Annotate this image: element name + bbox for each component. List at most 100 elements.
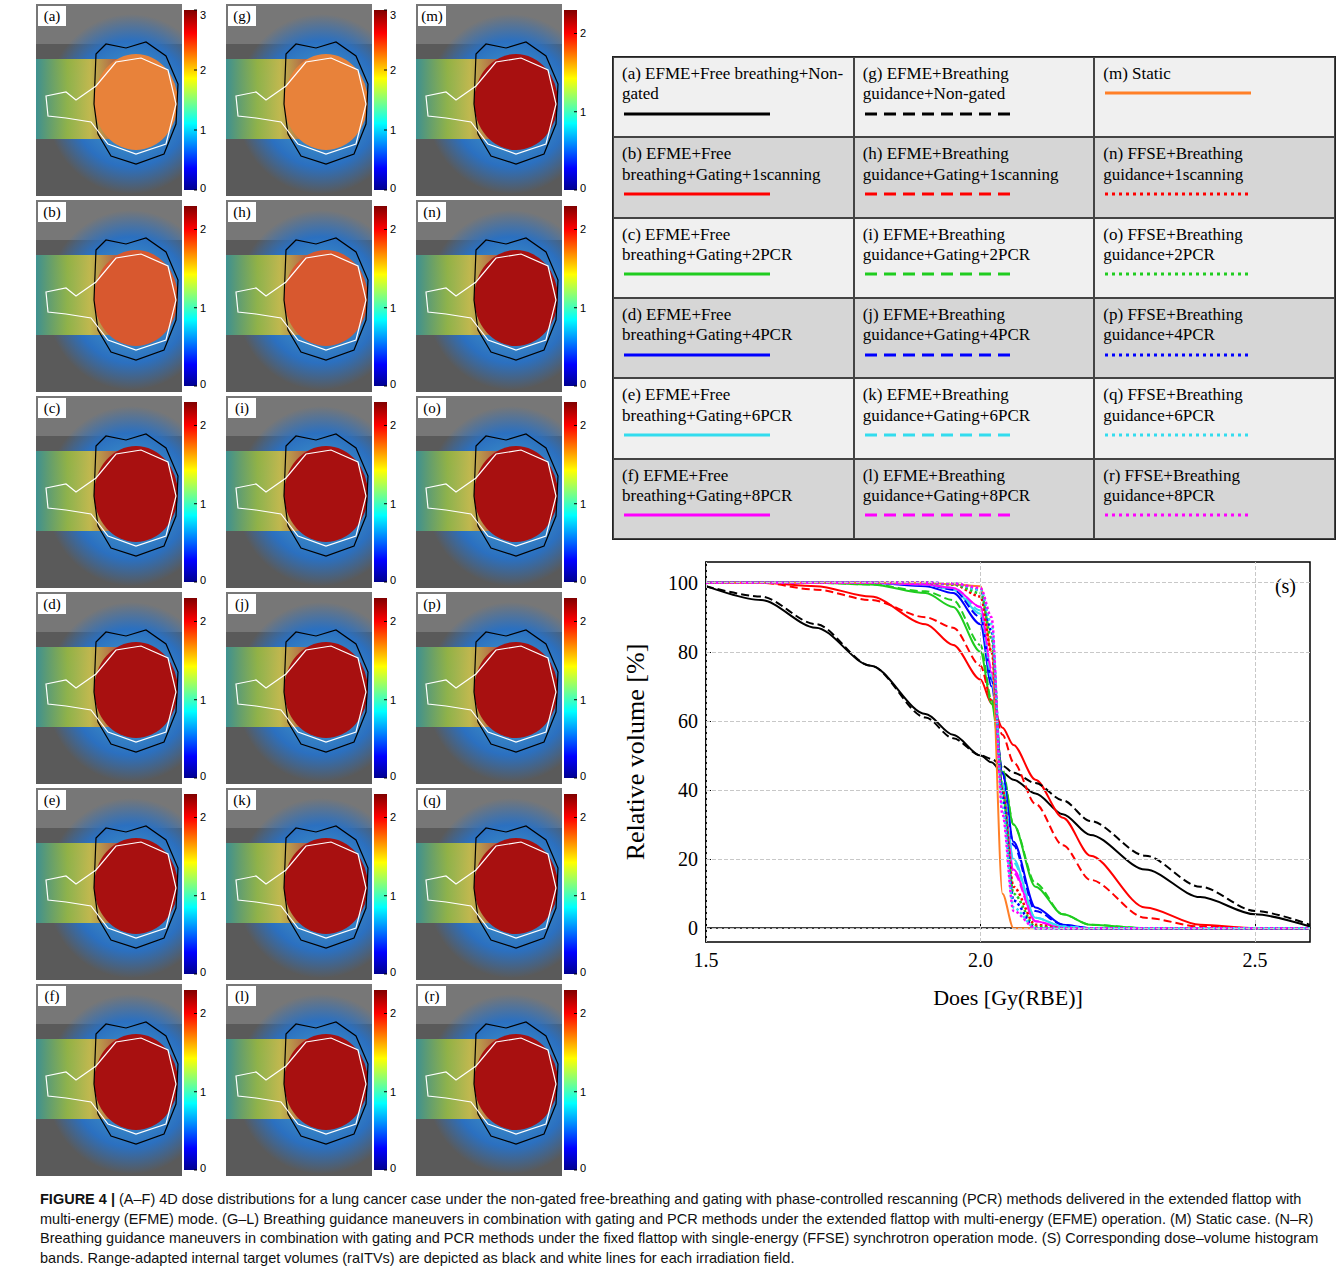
html-text:(p) FFSE+Breathing guidance+4P: (p) FFSE+Breathing guidance+4PCR (1103, 305, 1243, 345)
html-text:(h) EFME+Breathing guidance+Ga: (h) EFME+Breathing guidance+Gating+1scan… (862, 144, 1059, 184)
svg-text:0: 0 (200, 1162, 206, 1174)
svg-text:0: 0 (580, 1162, 586, 1174)
svg-text:0: 0 (390, 378, 396, 390)
svg-text:20: 20 (678, 848, 698, 870)
svg-text:1: 1 (200, 694, 206, 706)
svg-text:1: 1 (390, 1086, 396, 1098)
svg-text:(b): (b) (43, 204, 61, 221)
svg-text:0: 0 (200, 966, 206, 978)
svg-text:2: 2 (580, 615, 586, 627)
html-text:(e) EFME+Free breathing+Gating: (e) EFME+Free breathing+Gating+6PCR (622, 385, 793, 425)
svg-text:Does [Gy(RBE)]: Does [Gy(RBE)] (933, 985, 1083, 1010)
svg-text:1: 1 (200, 124, 206, 136)
svg-text:2: 2 (200, 811, 206, 823)
svg-text:0: 0 (390, 1162, 396, 1174)
svg-text:0: 0 (580, 574, 586, 586)
svg-text:2: 2 (200, 1007, 206, 1019)
html-text:(c) EFME+Free breathing+Gating: (c) EFME+Free breathing+Gating+2PCR (622, 224, 793, 264)
svg-text:2: 2 (200, 419, 206, 431)
svg-text:(o): (o) (423, 400, 441, 417)
svg-text:2: 2 (390, 811, 396, 823)
svg-text:2: 2 (390, 419, 396, 431)
svg-text:0: 0 (200, 574, 206, 586)
svg-text:1: 1 (390, 694, 396, 706)
svg-text:1: 1 (390, 124, 396, 136)
svg-text:2.0: 2.0 (968, 949, 993, 971)
svg-text:0: 0 (580, 182, 586, 194)
svg-text:(r): (r) (425, 988, 440, 1005)
svg-text:2: 2 (580, 223, 586, 235)
svg-text:(e): (e) (44, 792, 61, 809)
svg-text:0: 0 (390, 574, 396, 586)
svg-text:1: 1 (390, 890, 396, 902)
html-text:(j) EFME+Breathing guidance+Ga: (j) EFME+Breathing guidance+Gating+4PCR (862, 305, 1031, 345)
svg-text:3: 3 (200, 9, 206, 21)
svg-text:(d): (d) (43, 596, 61, 613)
svg-text:2: 2 (390, 1007, 396, 1019)
svg-text:1.5: 1.5 (694, 949, 719, 971)
html-text:(d) EFME+Free breathing+Gating: (d) EFME+Free breathing+Gating+4PCR (622, 305, 793, 345)
svg-text:(j): (j) (235, 596, 249, 613)
svg-text:1: 1 (580, 302, 586, 314)
svg-text:2: 2 (580, 1007, 586, 1019)
svg-text:3: 3 (390, 9, 396, 21)
svg-text:1: 1 (580, 890, 586, 902)
svg-text:2: 2 (580, 419, 586, 431)
svg-text:0: 0 (580, 770, 586, 782)
svg-text:0: 0 (390, 966, 396, 978)
svg-text:60: 60 (678, 710, 698, 732)
svg-text:1: 1 (390, 498, 396, 510)
svg-text:1: 1 (200, 498, 206, 510)
svg-text:0: 0 (580, 966, 586, 978)
svg-text:(i): (i) (235, 400, 249, 417)
svg-text:2: 2 (200, 223, 206, 235)
html-text:(k) EFME+Breathing guidance+Ga: (k) EFME+Breathing guidance+Gating+6PCR (862, 385, 1031, 425)
html-text:(g) EFME+Breathing guidance+No: (g) EFME+Breathing guidance+Non-gated (862, 64, 1009, 104)
html-text:(n) FFSE+Breathing guidance+1s: (n) FFSE+Breathing guidance+1scanning (1103, 144, 1244, 184)
svg-text:(l): (l) (235, 988, 249, 1005)
svg-text:(a): (a) (44, 8, 61, 25)
svg-text:(m): (m) (421, 8, 443, 25)
html-text:(o) FFSE+Breathing guidance+2P: (o) FFSE+Breathing guidance+2PCR (1103, 224, 1243, 264)
svg-text:0: 0 (390, 770, 396, 782)
html-text:(b) EFME+Free breathing+Gating: (b) EFME+Free breathing+Gating+1scanning (622, 144, 821, 184)
svg-text:(q): (q) (423, 792, 441, 809)
svg-text:(k): (k) (233, 792, 251, 809)
svg-text:1: 1 (390, 302, 396, 314)
svg-text:0: 0 (200, 770, 206, 782)
svg-text:1: 1 (580, 498, 586, 510)
html-text:(i) EFME+Breathing guidance+Ga: (i) EFME+Breathing guidance+Gating+2PCR (862, 224, 1031, 264)
svg-text:2: 2 (580, 811, 586, 823)
svg-text:100: 100 (668, 572, 698, 594)
svg-text:0: 0 (390, 182, 396, 194)
svg-text:2.5: 2.5 (1243, 949, 1268, 971)
svg-text:2: 2 (200, 615, 206, 627)
svg-text:40: 40 (678, 779, 698, 801)
svg-text:(c): (c) (44, 400, 61, 417)
html-text:(a) EFME+Free breathing+Non-ga: (a) EFME+Free breathing+Non-gated (622, 64, 844, 104)
svg-text:80: 80 (678, 641, 698, 663)
svg-text:0: 0 (200, 182, 206, 194)
svg-text:(n): (n) (423, 204, 441, 221)
svg-text:1: 1 (200, 302, 206, 314)
svg-text:1: 1 (200, 1086, 206, 1098)
svg-text:2: 2 (390, 615, 396, 627)
svg-text:2: 2 (200, 64, 206, 76)
svg-text:0: 0 (580, 378, 586, 390)
svg-text:0: 0 (200, 378, 206, 390)
svg-text:(h): (h) (233, 204, 251, 221)
svg-text:1: 1 (580, 1086, 586, 1098)
svg-text:(s): (s) (1275, 575, 1296, 598)
html-text:FIGURE 4 | (A–F) 4D dose distr: FIGURE 4 | (A–F) 4D dose distributions f… (40, 1191, 1319, 1266)
svg-text:1: 1 (580, 106, 586, 118)
svg-text:2: 2 (390, 223, 396, 235)
svg-text:(f): (f) (45, 988, 60, 1005)
svg-text:2: 2 (580, 27, 586, 39)
svg-text:(g): (g) (233, 8, 251, 25)
svg-text:1: 1 (200, 890, 206, 902)
svg-text:0: 0 (688, 917, 698, 939)
svg-text:1: 1 (580, 694, 586, 706)
svg-text:(p): (p) (423, 596, 441, 613)
svg-text:Relative volume [%]: Relative volume [%] (621, 644, 650, 861)
svg-text:2: 2 (390, 64, 396, 76)
